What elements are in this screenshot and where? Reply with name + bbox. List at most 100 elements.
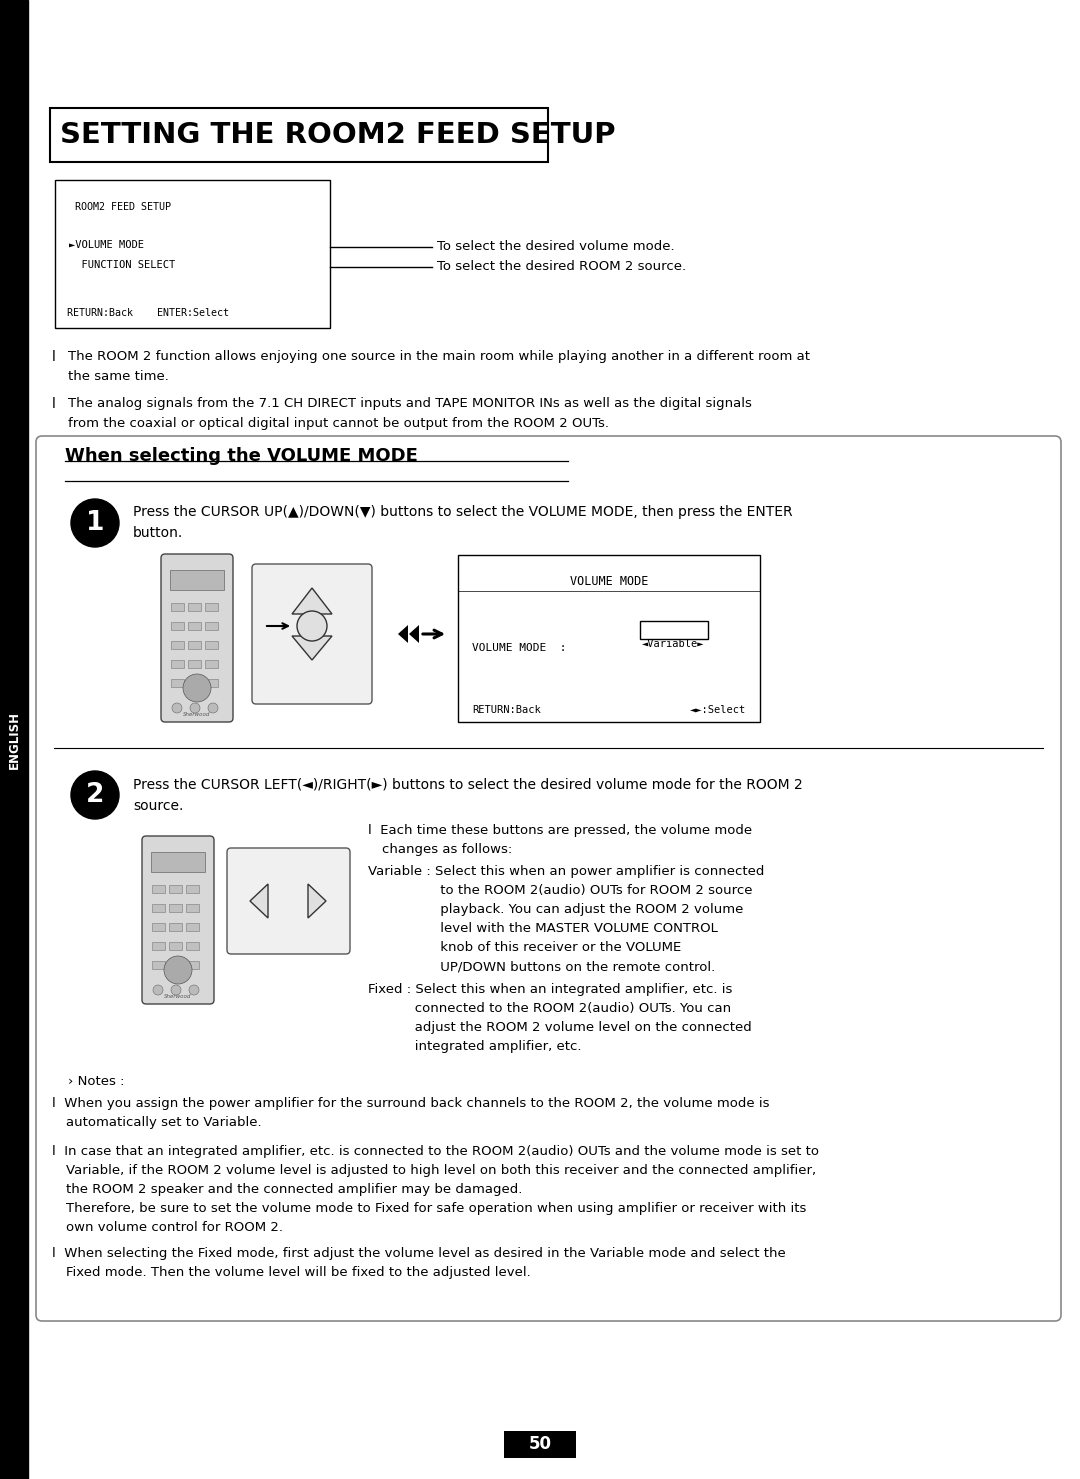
Bar (152, 961, 165, 969)
Circle shape (71, 498, 119, 547)
Bar (171, 640, 184, 649)
Bar (640, 621, 708, 639)
Text: l  When you assign the power amplifier for the surround back channels to the ROO: l When you assign the power amplifier fo… (52, 1097, 769, 1111)
Bar (151, 852, 205, 873)
Text: VOLUME MODE: VOLUME MODE (570, 575, 648, 589)
Bar (168, 904, 183, 913)
Text: The ROOM 2 function allows enjoying one source in the main room while playing an: The ROOM 2 function allows enjoying one … (68, 351, 810, 362)
Text: l  When selecting the Fixed mode, first adjust the volume level as desired in th: l When selecting the Fixed mode, first a… (52, 1247, 786, 1260)
FancyBboxPatch shape (227, 847, 350, 954)
Text: › Notes :: › Notes : (68, 1075, 124, 1089)
Text: Sherwood: Sherwood (184, 711, 211, 717)
Text: To select the desired volume mode.: To select the desired volume mode. (437, 240, 675, 253)
Circle shape (183, 674, 211, 703)
Bar (205, 660, 218, 669)
Text: own volume control for ROOM 2.: own volume control for ROOM 2. (66, 1222, 283, 1233)
Text: button.: button. (133, 527, 184, 540)
Bar (152, 904, 165, 913)
Text: ROOM2 FEED SETUP: ROOM2 FEED SETUP (75, 203, 171, 211)
Polygon shape (249, 884, 268, 918)
Circle shape (153, 985, 163, 995)
Text: SETTING THE ROOM2 FEED SETUP: SETTING THE ROOM2 FEED SETUP (60, 121, 616, 149)
Text: to the ROOM 2(audio) OUTs for ROOM 2 source: to the ROOM 2(audio) OUTs for ROOM 2 sou… (368, 884, 753, 896)
Polygon shape (409, 626, 419, 643)
Text: playback. You can adjust the ROOM 2 volume: playback. You can adjust the ROOM 2 volu… (368, 904, 743, 916)
Text: from the coaxial or optical digital input cannot be output from the ROOM 2 OUTs.: from the coaxial or optical digital inpu… (68, 417, 609, 430)
Text: UP/DOWN buttons on the remote control.: UP/DOWN buttons on the remote control. (368, 960, 715, 973)
Bar (188, 640, 201, 649)
Text: The analog signals from the 7.1 CH DIRECT inputs and TAPE MONITOR INs as well as: The analog signals from the 7.1 CH DIREC… (68, 396, 752, 410)
Bar (186, 942, 199, 950)
Bar (205, 679, 218, 688)
Bar (186, 884, 199, 893)
Text: knob of this receiver or the VOLUME: knob of this receiver or the VOLUME (368, 941, 681, 954)
Text: automatically set to Variable.: automatically set to Variable. (66, 1117, 261, 1128)
Bar (168, 884, 183, 893)
Text: the same time.: the same time. (68, 370, 168, 383)
Text: 1: 1 (85, 510, 105, 535)
Bar (0, 0, 28, 1479)
Bar (152, 923, 165, 930)
Bar (186, 961, 199, 969)
Text: FUNCTION SELECT: FUNCTION SELECT (69, 260, 175, 271)
Text: Fixed : Select this when an integrated amplifier, etc. is: Fixed : Select this when an integrated a… (368, 984, 732, 995)
Bar (152, 942, 165, 950)
Text: integrated amplifier, etc.: integrated amplifier, etc. (368, 1040, 581, 1053)
Text: 2: 2 (85, 782, 104, 808)
Text: 50: 50 (528, 1435, 552, 1452)
FancyBboxPatch shape (161, 555, 233, 722)
Text: ►VOLUME MODE: ►VOLUME MODE (69, 240, 144, 250)
Bar (171, 623, 184, 630)
Circle shape (164, 955, 192, 984)
FancyBboxPatch shape (141, 836, 214, 1004)
Bar (168, 961, 183, 969)
FancyBboxPatch shape (36, 436, 1061, 1321)
Circle shape (71, 771, 119, 819)
Text: Press the CURSOR UP(▲)/DOWN(▼) buttons to select the VOLUME MODE, then press the: Press the CURSOR UP(▲)/DOWN(▼) buttons t… (133, 504, 793, 519)
Circle shape (172, 703, 183, 713)
Text: l: l (52, 396, 56, 411)
Bar (186, 923, 199, 930)
Text: When selecting the VOLUME MODE: When selecting the VOLUME MODE (65, 447, 418, 464)
Bar (504, 1432, 576, 1458)
Bar (55, 180, 330, 328)
Text: Variable, if the ROOM 2 volume level is adjusted to high level on both this rece: Variable, if the ROOM 2 volume level is … (66, 1164, 816, 1177)
Text: ◄Variable►: ◄Variable► (642, 639, 704, 649)
Text: VOLUME MODE  :: VOLUME MODE : (472, 643, 567, 654)
Circle shape (171, 985, 181, 995)
Text: RETURN:Back: RETURN:Back (472, 705, 541, 714)
Bar (50, 108, 548, 163)
Bar (170, 569, 224, 590)
Text: source.: source. (133, 799, 184, 813)
Polygon shape (399, 626, 408, 643)
Text: adjust the ROOM 2 volume level on the connected: adjust the ROOM 2 volume level on the co… (368, 1021, 752, 1034)
Bar (188, 603, 201, 611)
Text: changes as follows:: changes as follows: (382, 843, 512, 856)
Text: l  In case that an integrated amplifier, etc. is connected to the ROOM 2(audio) : l In case that an integrated amplifier, … (52, 1145, 819, 1158)
Polygon shape (292, 636, 332, 660)
Bar (205, 603, 218, 611)
Text: connected to the ROOM 2(audio) OUTs. You can: connected to the ROOM 2(audio) OUTs. You… (368, 1001, 731, 1015)
Bar (171, 679, 184, 688)
Bar (168, 923, 183, 930)
Circle shape (189, 985, 199, 995)
Bar (188, 660, 201, 669)
Text: ENGLISH: ENGLISH (8, 711, 21, 769)
Circle shape (208, 703, 218, 713)
Bar (168, 942, 183, 950)
Text: Sherwood: Sherwood (164, 994, 191, 998)
Text: ◄►:Select: ◄►:Select (690, 705, 746, 714)
Bar (152, 884, 165, 893)
FancyBboxPatch shape (252, 563, 372, 704)
Text: the ROOM 2 speaker and the connected amplifier may be damaged.: the ROOM 2 speaker and the connected amp… (66, 1183, 523, 1197)
Circle shape (190, 703, 200, 713)
Text: Therefore, be sure to set the volume mode to Fixed for safe operation when using: Therefore, be sure to set the volume mod… (66, 1202, 807, 1216)
Text: RETURN:Back    ENTER:Select: RETURN:Back ENTER:Select (67, 308, 229, 318)
Polygon shape (292, 589, 332, 614)
Bar (171, 660, 184, 669)
Text: l: l (52, 351, 56, 364)
Text: Fixed mode. Then the volume level will be fixed to the adjusted level.: Fixed mode. Then the volume level will b… (66, 1266, 530, 1279)
Bar (458, 555, 760, 722)
Text: level with the MASTER VOLUME CONTROL: level with the MASTER VOLUME CONTROL (368, 921, 718, 935)
Bar (188, 623, 201, 630)
